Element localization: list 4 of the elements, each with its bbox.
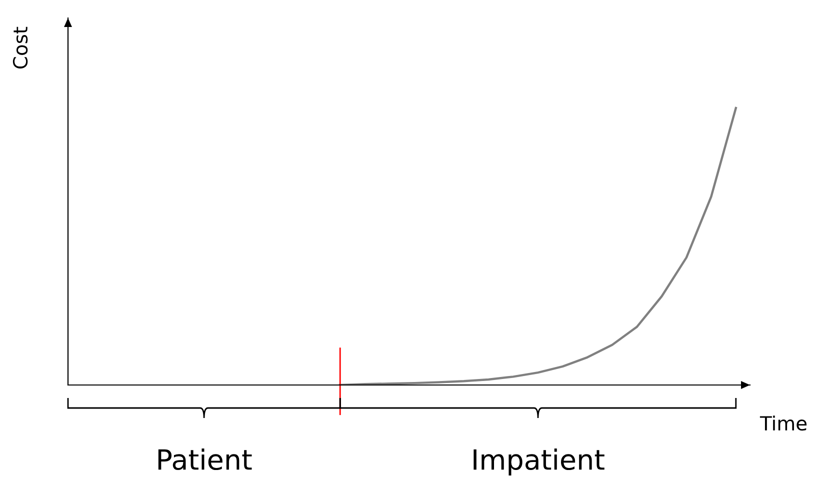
y-axis-title: Cost: [12, 26, 28, 69]
text: Patient: [158, 448, 252, 470]
x-axis-title: Time: [760, 416, 807, 431]
text: Impatient: [474, 448, 604, 476]
